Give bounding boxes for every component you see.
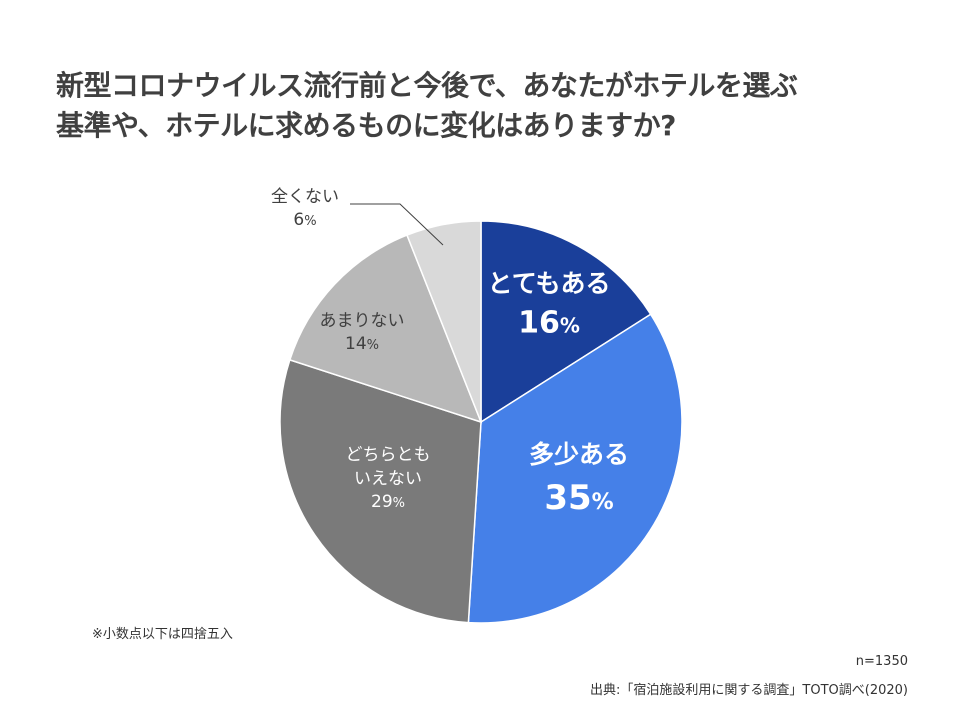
slice-label: とてもある (487, 269, 610, 298)
slice-label: いえない (354, 469, 422, 489)
callout-leader-line (350, 203, 444, 246)
slice-label: 多少ある (529, 440, 629, 469)
slice-percent: 14% (345, 334, 379, 354)
sample-size-label: n=1350 (855, 654, 908, 669)
slice-label-group-1: とてもある 16% (487, 269, 610, 341)
pie-slice-2 (467, 313, 683, 624)
slice-percent: 16% (518, 306, 580, 341)
chart-title: 新型コロナウイルス流行前と今後で、あなたがホテルを選ぶ 基準や、ホテルに求めるも… (56, 66, 936, 146)
slice-label-group-4: あまりない 14% (320, 311, 405, 354)
slice-label-group-2: 多少ある 35% (529, 440, 629, 518)
pie-slice-5 (406, 220, 482, 423)
slice-label-group-5: 全くない 6% (271, 187, 339, 230)
chart-title-line-1: 新型コロナウイルス流行前と今後で、あなたがホテルを選ぶ (56, 69, 798, 102)
source-citation: 出典:「宿泊施設利用に関する調査」TOTO調べ(2020) (590, 683, 908, 698)
slice-percent: 6% (293, 210, 316, 230)
slice-percent: 29% (371, 492, 405, 512)
slice-label: あまりない (320, 311, 405, 331)
slice-label: 全くない (271, 187, 339, 207)
chart-title-line-2: 基準や、ホテルに求めるものに変化はありますか? (56, 109, 676, 142)
pie-slice-3 (279, 358, 482, 624)
slice-percent: 35% (544, 478, 613, 518)
rounding-footnote: ※小数点以下は四捨五入 (92, 627, 233, 642)
pie-slice-4 (288, 234, 483, 424)
pie-slice-1 (480, 220, 652, 424)
slice-label: どちらとも (346, 445, 431, 465)
